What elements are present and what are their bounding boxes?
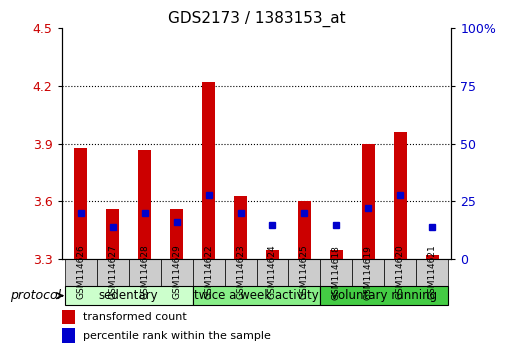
Text: GSM114622: GSM114622 bbox=[204, 245, 213, 299]
Text: protocol: protocol bbox=[10, 289, 62, 302]
Text: GSM114626: GSM114626 bbox=[76, 245, 85, 299]
Text: GSM114623: GSM114623 bbox=[236, 245, 245, 299]
Bar bbox=[426, 255, 439, 259]
Bar bbox=[161, 259, 192, 286]
Bar bbox=[74, 148, 87, 259]
Bar bbox=[170, 209, 183, 259]
Bar bbox=[266, 250, 279, 259]
Bar bbox=[225, 259, 256, 286]
Bar bbox=[321, 259, 352, 286]
Bar bbox=[330, 250, 343, 259]
Bar bbox=[352, 259, 384, 286]
Bar bbox=[192, 259, 225, 286]
Title: GDS2173 / 1383153_at: GDS2173 / 1383153_at bbox=[168, 11, 345, 27]
Text: GSM114625: GSM114625 bbox=[300, 245, 309, 299]
Text: GSM114627: GSM114627 bbox=[108, 245, 117, 299]
Bar bbox=[298, 201, 311, 259]
Bar bbox=[384, 259, 416, 286]
Text: GSM114621: GSM114621 bbox=[428, 245, 437, 299]
Bar bbox=[129, 259, 161, 286]
Bar bbox=[62, 309, 75, 324]
Bar bbox=[106, 209, 119, 259]
Bar bbox=[321, 286, 448, 306]
Bar bbox=[202, 82, 215, 259]
Text: twice a week activity: twice a week activity bbox=[194, 289, 319, 302]
Text: percentile rank within the sample: percentile rank within the sample bbox=[83, 331, 271, 341]
Bar bbox=[416, 259, 448, 286]
Text: GSM114628: GSM114628 bbox=[140, 245, 149, 299]
Bar bbox=[288, 259, 321, 286]
Text: GSM114629: GSM114629 bbox=[172, 245, 181, 299]
Text: GSM114618: GSM114618 bbox=[332, 245, 341, 299]
Text: GSM114619: GSM114619 bbox=[364, 245, 373, 299]
Bar bbox=[139, 149, 151, 259]
Bar bbox=[65, 259, 97, 286]
Bar bbox=[62, 328, 75, 343]
Text: sedentary: sedentary bbox=[99, 289, 159, 302]
Text: voluntary running: voluntary running bbox=[331, 289, 438, 302]
Bar bbox=[65, 286, 192, 306]
Text: GSM114620: GSM114620 bbox=[396, 245, 405, 299]
Bar bbox=[97, 259, 129, 286]
Text: GSM114624: GSM114624 bbox=[268, 245, 277, 299]
Bar bbox=[394, 132, 407, 259]
Bar bbox=[362, 144, 374, 259]
Bar bbox=[256, 259, 288, 286]
Text: transformed count: transformed count bbox=[83, 312, 187, 322]
Bar bbox=[234, 196, 247, 259]
Bar bbox=[192, 286, 321, 306]
